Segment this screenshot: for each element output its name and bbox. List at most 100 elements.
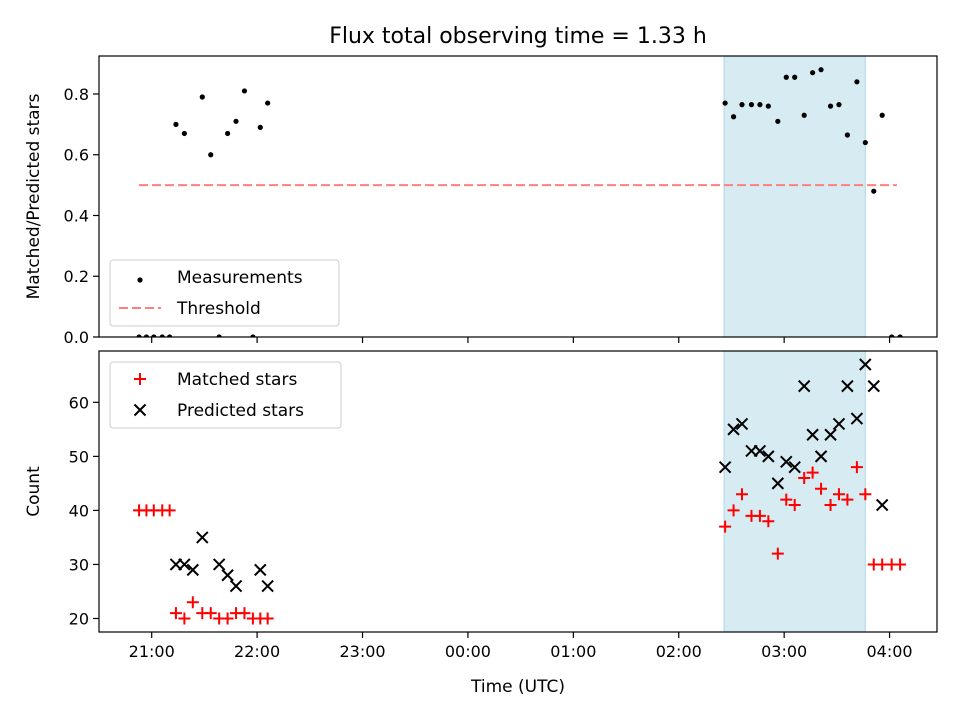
ratio-y-tick-label: 0.6	[64, 146, 89, 165]
matched-star-point	[859, 488, 872, 501]
measurement-point	[739, 102, 745, 108]
measurement-point	[818, 67, 824, 73]
matched-star-point	[727, 504, 740, 517]
count-legend-box	[109, 361, 342, 429]
predicted-star-point	[221, 569, 234, 582]
matched-star-point	[163, 504, 176, 517]
measurement-point	[199, 94, 205, 100]
predicted-star-point	[806, 428, 819, 441]
measurement-point	[151, 334, 157, 337]
count-plot-area	[133, 358, 907, 625]
ratio-y-axis-label: Matched/Predicted stars	[24, 93, 44, 299]
matched-star-point	[178, 612, 191, 625]
predicted-star-point	[797, 379, 811, 393]
measurement-point	[159, 334, 165, 337]
matched-star-point	[841, 493, 854, 506]
measurement-point	[810, 70, 816, 76]
measurement-point	[241, 88, 248, 94]
predicted-star-point	[841, 379, 854, 393]
count-y-tick-label: 30	[69, 555, 89, 574]
measurement-point	[775, 118, 781, 124]
predicted-star-point	[780, 455, 793, 468]
predicted-star-point	[814, 450, 828, 463]
measurement-point	[136, 334, 142, 337]
measurement-point	[897, 334, 903, 337]
chart-title: Flux total observing time = 1.33 h	[329, 24, 707, 49]
measurement-point	[765, 103, 771, 109]
predicted-star-point	[254, 563, 267, 577]
measurement-point	[836, 102, 842, 108]
predicted-star-point	[788, 460, 801, 474]
matched-star-point	[221, 612, 234, 625]
x-tick-label: 23:00	[339, 642, 385, 661]
predicted-star-point	[875, 498, 889, 512]
matched-star-point	[186, 596, 199, 609]
predicted-star-point	[850, 412, 864, 425]
ratio-plot-area	[136, 67, 903, 337]
matched-star-point	[238, 607, 251, 620]
legend-predicted-marker	[133, 403, 147, 417]
predicted-star-point	[867, 379, 880, 393]
predicted-star-point	[261, 579, 274, 593]
matched-star-point	[735, 488, 748, 501]
measurement-point	[208, 152, 214, 158]
measurement-point	[173, 121, 179, 127]
x-tick-label: 02:00	[656, 642, 702, 661]
ratio-y-tick-label: 0.8	[64, 85, 89, 104]
predicted-star-point	[718, 460, 732, 474]
matched-star-point	[204, 607, 217, 620]
count-shaded-span	[723, 350, 866, 633]
legend-entry-label: Threshold	[176, 299, 261, 319]
measurement-point	[862, 139, 868, 146]
predicted-star-point	[735, 417, 749, 431]
predicted-star-point	[229, 579, 243, 593]
x-tick-label: 04:00	[867, 642, 913, 661]
ratio-y-tick-label: 0.4	[64, 206, 89, 225]
count-y-tick-label: 40	[69, 501, 89, 520]
measurement-point	[748, 102, 755, 108]
ratio-legend: Measurements Threshold	[109, 259, 340, 327]
measurement-point	[730, 114, 737, 120]
measurement-point	[233, 118, 239, 124]
matched-star-point	[894, 558, 907, 571]
count-panel: 20 30 40 50 60 21:00 22:00 23:00 00:00 01:00 02:00…	[24, 350, 938, 661]
measurement-point	[757, 102, 763, 108]
legend-matched-marker	[134, 373, 146, 385]
legend-entry-label: Predicted stars	[177, 401, 304, 421]
x-tick-label: 21:00	[129, 642, 175, 661]
measurement-point	[844, 132, 851, 138]
predicted-star-point	[212, 558, 226, 571]
measurement-point	[181, 130, 187, 137]
count-y-axis-label: Count	[24, 466, 44, 517]
count-y-tick-label: 50	[69, 447, 89, 466]
measurement-point	[827, 103, 834, 109]
ratio-legend-box	[109, 259, 340, 327]
measurement-point	[167, 334, 173, 337]
matched-star-point	[169, 607, 182, 620]
count-axes-frame	[98, 350, 938, 633]
matched-star-point	[719, 520, 732, 533]
measurement-point	[801, 112, 807, 118]
predicted-star-point	[753, 444, 767, 458]
matched-star-point	[780, 493, 793, 506]
matched-star-point	[762, 515, 775, 528]
measurement-point	[257, 124, 263, 130]
count-legend: Matched stars Predicted stars	[109, 361, 342, 429]
predicted-star-point	[771, 477, 785, 490]
measurement-point	[143, 334, 150, 337]
matched-star-point	[832, 488, 845, 501]
measurement-point	[224, 130, 231, 137]
ratio-shaded-span	[723, 55, 866, 338]
matched-star-point	[824, 499, 837, 512]
legend-entry-label: Matched stars	[177, 370, 297, 390]
measurement-point	[889, 334, 895, 337]
measurement-point	[216, 334, 222, 337]
measurement-point	[783, 74, 789, 80]
matched-star-point	[815, 482, 828, 495]
measurement-point	[250, 334, 256, 337]
predicted-star-point	[178, 558, 191, 571]
x-tick-label: 00:00	[445, 642, 491, 661]
matched-star-point	[261, 612, 274, 625]
predicted-star-point	[727, 423, 740, 436]
